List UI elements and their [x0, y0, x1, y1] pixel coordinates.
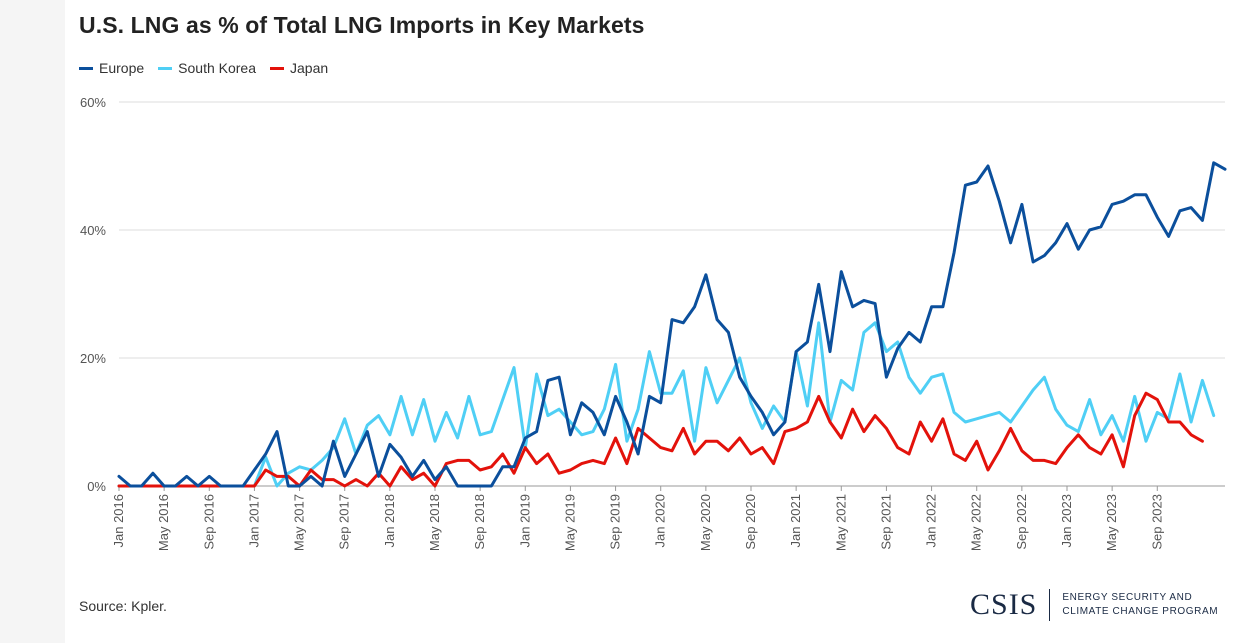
legend-label-japan: Japan — [290, 60, 329, 76]
legend-item-japan: Japan — [270, 60, 328, 76]
x-tick-label: Jan 2023 — [1059, 494, 1074, 548]
y-tick-label: 0% — [87, 479, 106, 494]
x-tick-label: Jan 2018 — [382, 494, 397, 548]
x-tick-label: Sep 2020 — [743, 494, 758, 550]
x-tick-label: Sep 2022 — [1014, 494, 1029, 550]
x-tick-label: Jan 2020 — [653, 494, 668, 548]
y-tick-label: 60% — [80, 95, 106, 110]
x-tick-label: Sep 2023 — [1149, 494, 1164, 550]
x-tick-label: Jan 2016 — [111, 494, 126, 548]
legend-label-europe: Europe — [99, 60, 145, 76]
x-tick-label: Sep 2016 — [201, 494, 216, 550]
chart-panel — [65, 0, 1249, 643]
legend: Europe South Korea Japan — [79, 60, 328, 76]
legend-swatch-japan — [270, 66, 284, 70]
series-line-japan — [117, 391, 1204, 488]
legend-swatch-europe — [79, 66, 93, 70]
series-line-europe — [117, 161, 1227, 488]
legend-item-south-korea: South Korea — [158, 60, 256, 76]
source-note: Source: Kpler. — [79, 598, 167, 614]
y-tick-label: 20% — [80, 351, 106, 366]
x-tick-label: May 2021 — [833, 494, 848, 551]
program-name: ENERGY SECURITY AND CLIMATE CHANGE PROGR… — [1062, 591, 1218, 619]
x-tick-label: May 2020 — [698, 494, 713, 551]
legend-label-south-korea: South Korea — [178, 60, 256, 76]
legend-swatch-south-korea — [158, 66, 173, 70]
legend-item-europe: Europe — [79, 60, 144, 76]
x-tick-label: Jan 2019 — [517, 494, 532, 548]
x-tick-label: Jan 2021 — [788, 494, 803, 548]
program-line-2: CLIMATE CHANGE PROGRAM — [1062, 606, 1219, 617]
program-line-1: ENERGY SECURITY AND — [1062, 592, 1193, 603]
chart-title: U.S. LNG as % of Total LNG Imports in Ke… — [79, 12, 645, 38]
x-tick-label: Jan 2022 — [924, 494, 939, 548]
x-tick-label: Jan 2017 — [246, 494, 261, 548]
x-tick-label: Sep 2017 — [337, 494, 352, 550]
y-tick-label: 40% — [80, 223, 106, 238]
x-tick-label: Sep 2021 — [878, 494, 893, 550]
x-tick-label: May 2022 — [969, 494, 984, 551]
x-tick-label: May 2023 — [1104, 494, 1119, 551]
csis-logo: CSIS ENERGY SECURITY AND CLIMATE CHANGE … — [970, 588, 1218, 622]
x-tick-label: May 2019 — [562, 494, 577, 551]
logo-wordmark: CSIS — [970, 588, 1038, 621]
logo-divider — [1049, 589, 1051, 621]
x-tick-label: May 2016 — [156, 494, 171, 551]
series-line-south-korea — [117, 321, 1216, 488]
x-tick-label: Sep 2018 — [472, 494, 487, 550]
x-tick-label: May 2018 — [427, 494, 442, 551]
x-tick-label: Sep 2019 — [608, 494, 623, 550]
x-tick-label: May 2017 — [292, 494, 307, 551]
